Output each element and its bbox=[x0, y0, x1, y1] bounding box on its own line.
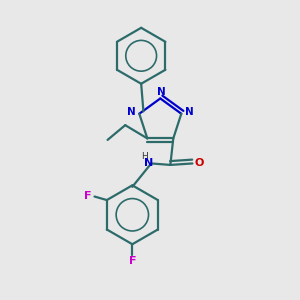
Text: F: F bbox=[129, 256, 136, 266]
Text: F: F bbox=[84, 191, 92, 201]
Text: O: O bbox=[194, 158, 204, 168]
Text: N: N bbox=[127, 107, 135, 117]
Text: N: N bbox=[157, 87, 166, 97]
Text: H: H bbox=[141, 152, 148, 161]
Text: N: N bbox=[144, 158, 154, 168]
Text: N: N bbox=[185, 107, 194, 117]
